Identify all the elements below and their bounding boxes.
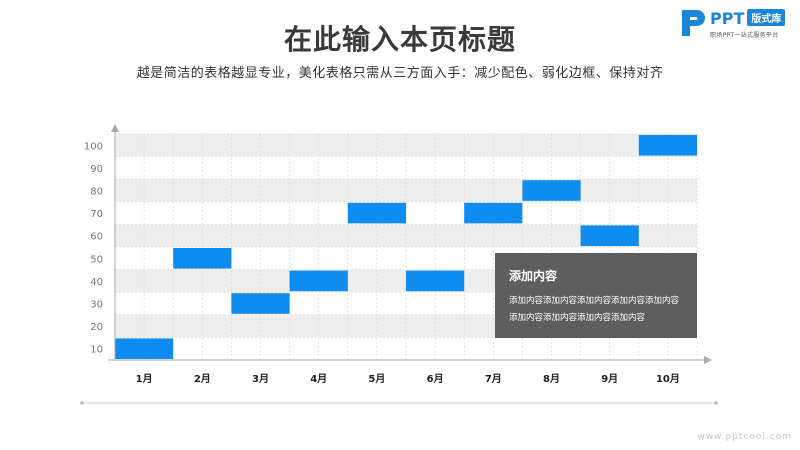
- x-tick-label: 1月: [136, 373, 153, 385]
- x-tick-label: 9月: [601, 373, 618, 385]
- x-tick-label: 10月: [656, 373, 680, 385]
- brand-logo: PPT 版式库 职场PPT一站式服务平台: [680, 8, 795, 44]
- bar: [289, 270, 348, 292]
- bar: [464, 202, 523, 224]
- page-title: 在此输入本页标题: [283, 23, 516, 56]
- page-subtitle: 越是简洁的表格越显专业，美化表格只需从三方面入手：减少配色、弱化边框、保持对齐: [136, 66, 664, 81]
- y-tick-label: 100: [84, 141, 103, 152]
- content-box: 添加内容 添加内容添加内容添加内容添加内容添加内容添加内容添加内容添加内容添加内…: [495, 253, 697, 338]
- x-tick-label: 4月: [310, 373, 327, 385]
- y-tick-label: 70: [90, 209, 103, 220]
- footer-rule-dot: [80, 401, 84, 405]
- content-box-body: 添加内容添加内容添加内容添加内容添加内容添加内容添加内容添加内容添加内容: [509, 296, 680, 323]
- y-tick-label: 90: [90, 164, 103, 175]
- bar: [406, 270, 465, 292]
- footer-url: www.pptcool.com: [697, 432, 792, 442]
- x-tick-label: 5月: [368, 373, 385, 385]
- y-tick-label: 20: [90, 322, 103, 333]
- bar: [173, 248, 232, 269]
- grid-band: [115, 134, 697, 157]
- x-tick-label: 3月: [252, 373, 269, 385]
- x-tick-label: 2月: [194, 373, 211, 385]
- logo-badge: 版式库: [747, 9, 786, 26]
- bar: [231, 293, 290, 314]
- x-axis-arrow-icon: [704, 356, 712, 364]
- content-box-title: 添加内容: [509, 269, 558, 283]
- x-tick-label: 8月: [543, 373, 560, 385]
- y-axis-arrow-icon: [111, 124, 119, 132]
- logo-brand: PPT 版式库: [710, 9, 786, 28]
- footer-rule-dot: [714, 401, 718, 405]
- y-tick-label: 60: [90, 232, 103, 243]
- bar: [580, 225, 639, 246]
- bar: [522, 180, 581, 201]
- bar: [347, 202, 406, 224]
- bar: [115, 338, 174, 359]
- logo-brand-text: PPT: [710, 9, 745, 28]
- y-tick-label: 30: [90, 300, 103, 311]
- y-tick-label: 10: [90, 345, 103, 356]
- x-tick-label: 6月: [427, 373, 444, 385]
- y-tick-label: 50: [90, 254, 103, 265]
- p-logo-icon: [682, 10, 705, 36]
- x-tick-label: 7月: [485, 373, 502, 385]
- logo-tagline: 职场PPT一站式服务平台: [710, 32, 779, 39]
- y-tick-label: 40: [90, 277, 103, 288]
- y-tick-label: 80: [90, 187, 103, 198]
- bar: [638, 135, 697, 156]
